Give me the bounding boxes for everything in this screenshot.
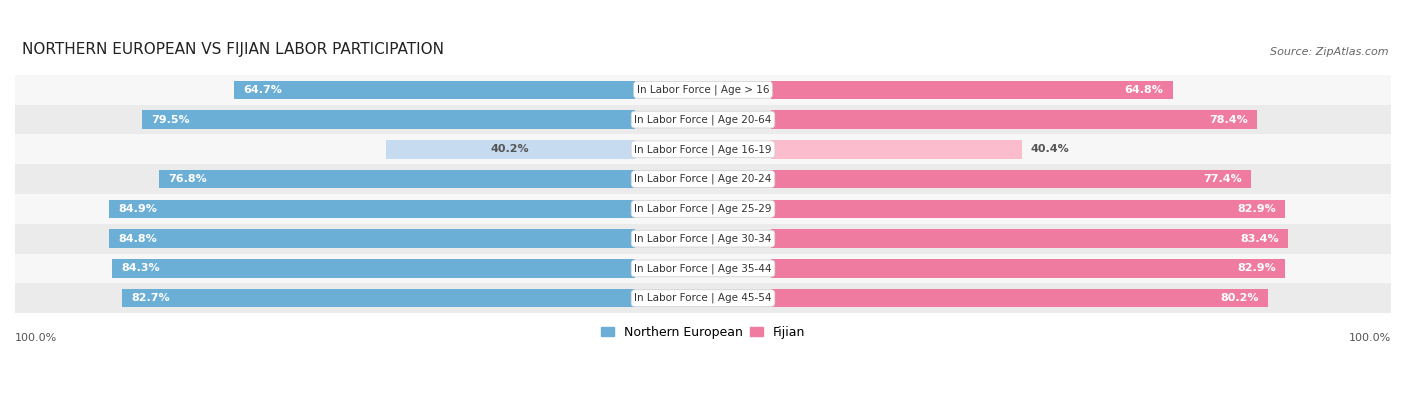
Bar [770, 289, 1268, 307]
Bar [122, 289, 636, 307]
Text: In Labor Force | Age > 16: In Labor Force | Age > 16 [637, 85, 769, 95]
Text: Source: ZipAtlas.com: Source: ZipAtlas.com [1270, 47, 1388, 57]
Bar [159, 170, 636, 188]
Text: In Labor Force | Age 25-29: In Labor Force | Age 25-29 [634, 203, 772, 214]
Bar [142, 110, 636, 129]
Bar [770, 110, 1257, 129]
Bar [15, 105, 1391, 134]
Bar [770, 81, 1173, 99]
Text: 83.4%: 83.4% [1240, 233, 1279, 244]
Bar [15, 254, 1391, 283]
Text: 64.8%: 64.8% [1125, 85, 1164, 95]
Text: 82.7%: 82.7% [132, 293, 170, 303]
Text: In Labor Force | Age 35-44: In Labor Force | Age 35-44 [634, 263, 772, 274]
Text: 78.4%: 78.4% [1209, 115, 1247, 124]
Text: 64.7%: 64.7% [243, 85, 283, 95]
Text: 79.5%: 79.5% [152, 115, 190, 124]
Text: 100.0%: 100.0% [15, 333, 58, 343]
Bar [15, 164, 1391, 194]
Text: In Labor Force | Age 20-24: In Labor Force | Age 20-24 [634, 174, 772, 184]
Text: 82.9%: 82.9% [1237, 204, 1275, 214]
Text: 40.4%: 40.4% [1031, 144, 1070, 154]
Bar [15, 134, 1391, 164]
Text: NORTHERN EUROPEAN VS FIJIAN LABOR PARTICIPATION: NORTHERN EUROPEAN VS FIJIAN LABOR PARTIC… [22, 42, 444, 57]
Bar [15, 194, 1391, 224]
Bar [15, 283, 1391, 313]
Text: 100.0%: 100.0% [1348, 333, 1391, 343]
Bar [233, 81, 636, 99]
Bar [110, 229, 636, 248]
Bar [770, 259, 1285, 278]
Bar [770, 140, 1022, 158]
Text: In Labor Force | Age 16-19: In Labor Force | Age 16-19 [634, 144, 772, 154]
Bar [15, 75, 1391, 105]
Text: 40.2%: 40.2% [491, 144, 530, 154]
Text: 82.9%: 82.9% [1237, 263, 1275, 273]
Bar [112, 259, 636, 278]
Bar [770, 199, 1285, 218]
Bar [385, 140, 636, 158]
Text: 84.3%: 84.3% [121, 263, 160, 273]
Text: 84.9%: 84.9% [118, 204, 156, 214]
Text: In Labor Force | Age 45-54: In Labor Force | Age 45-54 [634, 293, 772, 303]
Legend: Northern European, Fijian: Northern European, Fijian [596, 321, 810, 344]
Bar [108, 199, 636, 218]
Text: 80.2%: 80.2% [1220, 293, 1258, 303]
Text: In Labor Force | Age 30-34: In Labor Force | Age 30-34 [634, 233, 772, 244]
Text: 77.4%: 77.4% [1204, 174, 1241, 184]
Bar [15, 224, 1391, 254]
Text: In Labor Force | Age 20-64: In Labor Force | Age 20-64 [634, 114, 772, 125]
Text: 84.8%: 84.8% [118, 233, 157, 244]
Bar [770, 170, 1251, 188]
Text: 76.8%: 76.8% [169, 174, 207, 184]
Bar [770, 229, 1288, 248]
